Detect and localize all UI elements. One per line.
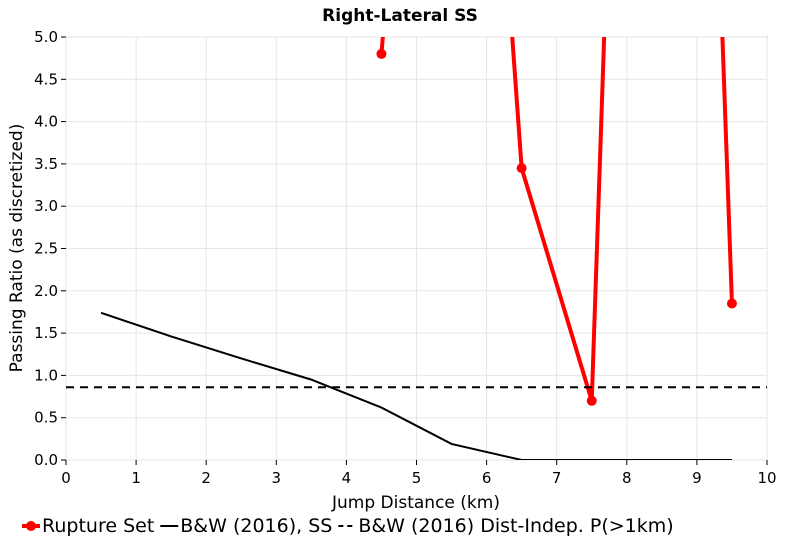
legend-label: Rupture Set: [42, 515, 154, 537]
x-tick-label: 3: [272, 469, 282, 487]
x-tick-label: 6: [482, 469, 492, 487]
y-tick-label: 0.5: [34, 409, 58, 427]
data-point: [726, 298, 737, 309]
legend-marker: [26, 521, 36, 531]
x-tick-label: 2: [201, 469, 211, 487]
x-tick-label: 0: [61, 469, 71, 487]
legend-label: B&W (2016), SS: [180, 515, 332, 537]
y-tick-label: 2.0: [34, 282, 58, 300]
legend-label: B&W (2016) Dist-Indep. P(>1km): [358, 515, 673, 537]
x-tick-label: 8: [622, 469, 632, 487]
markers-layer: [376, 48, 737, 406]
y-tick-label: 4.5: [34, 70, 58, 88]
y-tick-label: 3.0: [34, 197, 58, 215]
y-tick-label: 1.5: [34, 324, 58, 342]
x-tick-label: 9: [692, 469, 702, 487]
x-tick-label: 1: [131, 469, 141, 487]
gridlines: [65, 36, 768, 461]
y-tick-label: 0.0: [34, 451, 58, 469]
series-layer: [66, 37, 767, 460]
chart-title: Right-Lateral SS: [322, 6, 478, 26]
y-tick-label: 5.0: [34, 28, 58, 46]
x-axis-label: Jump Distance (km): [331, 493, 500, 513]
y-tick-label: 3.5: [34, 155, 58, 173]
data-point: [516, 163, 527, 174]
legend: Rupture Set B&W (2016), SS B&W (2016) Dist…: [22, 515, 674, 537]
data-point: [586, 395, 597, 406]
y-tick-label: 2.5: [34, 240, 58, 258]
x-tick-label: 5: [412, 469, 422, 487]
x-tick-label: 4: [342, 469, 352, 487]
y-axis: 0.0 0.5 1.0 1.5 2.0 2.5 3.0 3.5 4.0 4.5 5.0: [34, 28, 66, 469]
x-axis: 0 1 2 3 4 5 6 7 8 9 10: [61, 460, 777, 487]
series-line-1: [100, 311, 732, 460]
y-tick-label: 1.0: [34, 366, 58, 384]
y-tick-label: 4.0: [34, 113, 58, 131]
series-line-0: [379, 37, 734, 402]
data-point: [376, 48, 387, 59]
x-tick-label: 7: [552, 469, 562, 487]
y-axis-label: Passing Ratio (as discretized): [7, 124, 27, 373]
x-tick-label: 10: [757, 469, 776, 487]
